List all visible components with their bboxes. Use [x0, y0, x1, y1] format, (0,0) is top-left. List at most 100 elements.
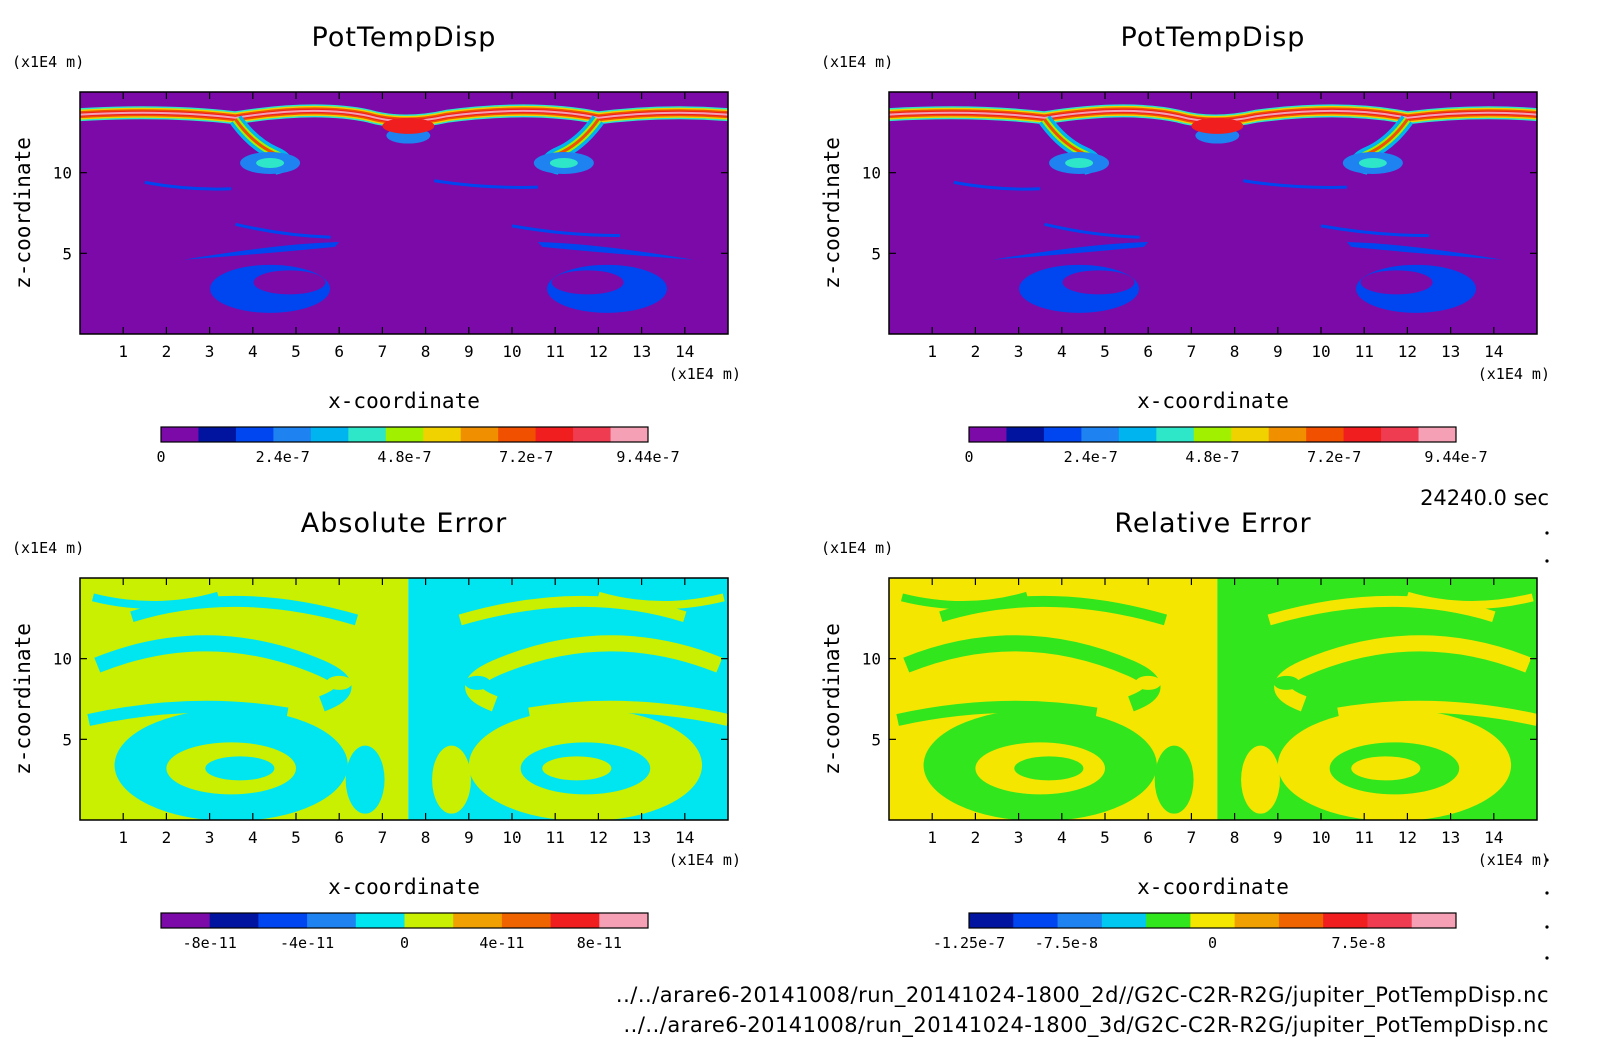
error-curl — [87, 700, 289, 726]
colorbar-swatch — [1006, 427, 1045, 442]
error-curl — [510, 671, 634, 689]
colorbar-swatch — [599, 913, 649, 928]
x-tick-label: 11 — [546, 342, 565, 361]
x-tick-label: 12 — [1398, 828, 1417, 847]
colorbar-label: -4e-11 — [280, 934, 334, 952]
x-tick-label: 1 — [927, 828, 937, 847]
margin-dot — [1545, 531, 1549, 535]
vortex-hole — [1062, 270, 1135, 295]
colorbar-swatch — [1234, 913, 1280, 928]
y-unit: (x1E4 m) — [821, 539, 893, 557]
colorbar-label: -8e-11 — [183, 934, 237, 952]
error-curl — [182, 671, 306, 689]
colorbar-swatch — [235, 427, 274, 442]
y-axis-label: z-coordinate — [820, 137, 844, 289]
chart-title: Relative Error — [1114, 508, 1311, 539]
x-tick-label: 4 — [248, 828, 258, 847]
plume-head-core — [256, 157, 285, 168]
colorbar-swatch — [1381, 427, 1420, 442]
chart-title: PotTempDisp — [312, 22, 497, 53]
x-tick-label: 8 — [421, 828, 431, 847]
x-tick-label: 7 — [378, 828, 388, 847]
colorbar-swatch — [1043, 427, 1082, 442]
field-layer — [889, 92, 1537, 334]
x-tick-label: 4 — [1057, 342, 1067, 361]
colorbar-label: -1.25e-7 — [933, 934, 1005, 952]
x-tick-label: 10 — [1311, 828, 1330, 847]
y-axis-label: z-coordinate — [820, 623, 844, 775]
plot-frame — [888, 577, 1538, 821]
colorbar-swatch — [1411, 913, 1457, 928]
x-tick-label: 14 — [1484, 828, 1503, 847]
error-dot — [326, 675, 353, 690]
colorbar-swatch — [550, 913, 600, 928]
streak — [1243, 179, 1347, 189]
error-curl — [900, 591, 1029, 610]
streak — [1320, 224, 1430, 238]
x-axis-label: x-coordinate — [1137, 875, 1289, 899]
colorbar-frame — [160, 426, 649, 443]
colorbar-swatch — [1101, 913, 1147, 928]
colorbar-swatch — [1343, 427, 1382, 442]
colorbar-swatch — [1193, 427, 1232, 442]
streak — [953, 180, 1041, 191]
x-tick-label: 1 — [927, 342, 937, 361]
error-curl — [1319, 671, 1443, 689]
error-curl — [597, 591, 725, 610]
y-unit: (x1E4 m) — [821, 53, 893, 71]
file-path-3d: ../../arare6-20141008/run_20141024-1800_… — [623, 1013, 1549, 1037]
streak — [1044, 222, 1140, 239]
file-path-2d: ../../arare6-20141008/run_20141024-1800_… — [615, 983, 1549, 1007]
x-unit: (x1E4 m) — [669, 365, 741, 383]
x-tick-label: 2 — [162, 828, 172, 847]
error-column — [1154, 745, 1194, 814]
x-tick-label: 2 — [971, 342, 981, 361]
colorbar-swatch — [535, 427, 574, 442]
colorbar-label: 4.8e-7 — [377, 448, 431, 466]
y-tick-label: 10 — [862, 164, 881, 183]
margin-dot — [1545, 891, 1549, 895]
x-tick-label: 7 — [378, 342, 388, 361]
plume-head-core — [1358, 157, 1387, 168]
colorbar-swatch — [198, 427, 237, 442]
x-tick-label: 12 — [589, 342, 608, 361]
x-tick-label: 9 — [1273, 828, 1283, 847]
colorbar-swatch — [1057, 913, 1103, 928]
streak — [144, 180, 232, 191]
x-tick-label: 13 — [1441, 342, 1460, 361]
x-unit: (x1E4 m) — [1478, 365, 1550, 383]
y-tick-label: 5 — [871, 730, 881, 749]
vortex-tail — [992, 242, 1149, 260]
x-axis-label: x-coordinate — [1137, 389, 1289, 413]
x-tick-label: 9 — [1273, 342, 1283, 361]
center-plume-core — [1191, 117, 1244, 134]
vortex-hole — [253, 270, 326, 295]
colorbar-swatch — [1367, 913, 1413, 928]
x-tick-label: 8 — [1230, 828, 1240, 847]
x-tick-label: 10 — [502, 828, 521, 847]
colorbar-label: 7.5e-8 — [1332, 934, 1386, 952]
colorbar-swatch — [1146, 913, 1191, 928]
y-tick-label: 5 — [62, 730, 72, 749]
colorbar-swatch — [348, 427, 387, 442]
x-tick-label: 12 — [1398, 342, 1417, 361]
plot-frame — [79, 577, 729, 821]
plume-head-core — [1065, 157, 1094, 168]
x-tick-label: 14 — [675, 828, 694, 847]
error-dot — [464, 675, 491, 690]
colorbar-swatch — [355, 913, 405, 928]
x-tick-label: 1 — [118, 342, 128, 361]
streak — [434, 179, 538, 189]
colorbar-swatch — [161, 427, 199, 442]
colorbar-label: 2.4e-7 — [1064, 448, 1118, 466]
field-layer — [80, 92, 728, 334]
x-tick-label: 3 — [1014, 342, 1024, 361]
error-curl — [528, 700, 728, 726]
vortex-tail — [1346, 242, 1503, 260]
error-curl — [991, 671, 1115, 689]
x-tick-label: 13 — [632, 342, 651, 361]
colorbar-swatch — [1323, 913, 1368, 928]
colorbar-swatch — [969, 913, 1014, 928]
x-tick-label: 3 — [205, 342, 215, 361]
